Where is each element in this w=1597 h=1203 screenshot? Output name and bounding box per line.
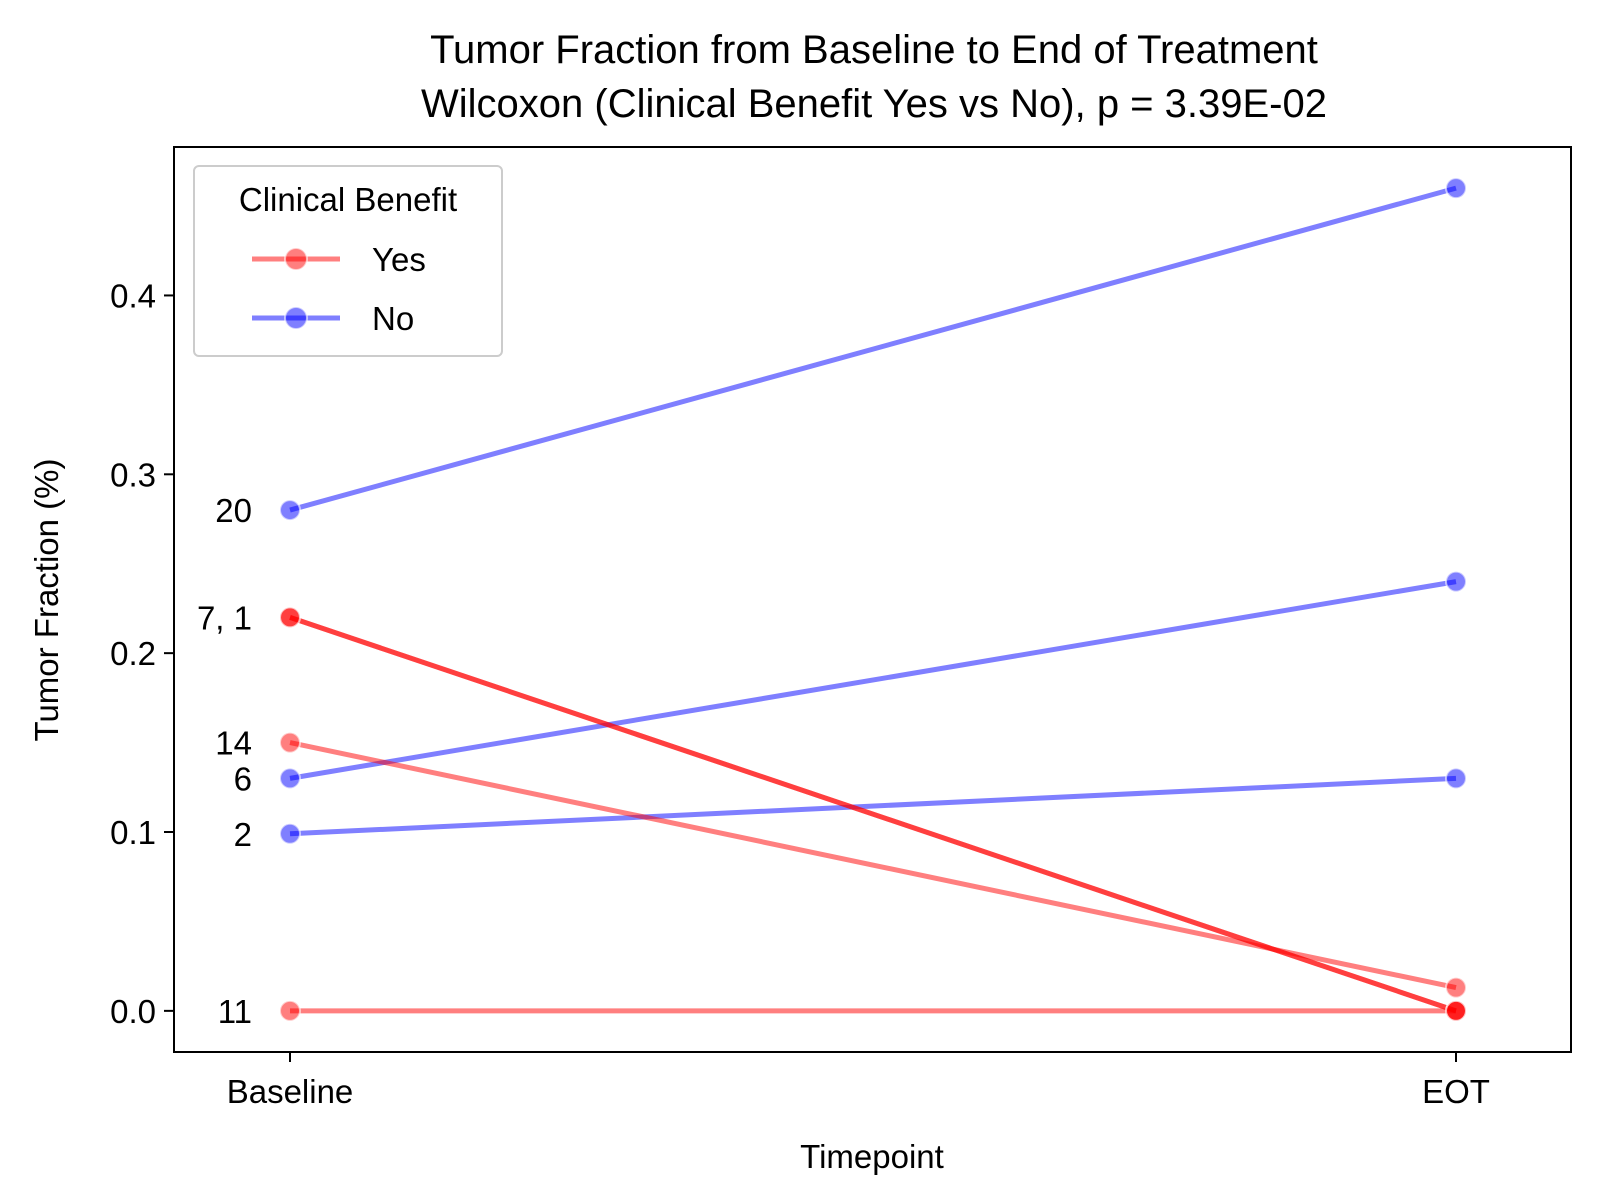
legend-yes-marker	[284, 247, 308, 271]
x-tick-label: EOT	[1422, 1073, 1490, 1110]
legend-box	[193, 165, 503, 357]
series-yes-5	[279, 731, 1467, 999]
data-point	[1445, 976, 1467, 999]
y-tick-label: 0.0	[110, 993, 156, 1030]
patient-label: 11	[218, 993, 252, 1030]
series-line	[289, 185, 1457, 513]
data-point	[279, 499, 301, 522]
legend-title: Clinical Benefit	[239, 181, 457, 218]
data-point	[279, 822, 301, 845]
y-axis: 0.0 0.1 0.2 0.3 0.4	[110, 277, 174, 1030]
data-point	[279, 999, 301, 1022]
series-line	[289, 579, 1457, 781]
data-point	[279, 606, 301, 629]
patient-label: 14	[215, 725, 252, 762]
data-point	[1445, 177, 1467, 200]
legend-no-label: No	[372, 300, 414, 337]
data-point	[1445, 999, 1467, 1022]
chart-subtitle: Wilcoxon (Clinical Benefit Yes vs No), p…	[421, 82, 1327, 126]
x-tick-label: Baseline	[227, 1073, 354, 1110]
series-yes-6	[279, 999, 1467, 1022]
y-tick-label: 0.1	[110, 814, 156, 851]
patient-label: 6	[234, 760, 252, 797]
y-tick-label: 0.4	[110, 277, 156, 314]
series-layer	[279, 177, 1467, 1022]
legend-no-marker	[284, 306, 308, 330]
series-line	[289, 740, 1457, 991]
annotation-layer: 20 7, 1 146 2 11	[197, 492, 252, 1030]
plot-frame	[173, 146, 1572, 1053]
data-point	[1445, 570, 1467, 593]
patient-label: 2	[234, 816, 252, 853]
x-axis-label: Timepoint	[800, 1138, 944, 1175]
data-point	[279, 731, 301, 754]
y-tick-label: 0.2	[110, 635, 156, 672]
patient-label: 7, 1	[197, 599, 252, 636]
legend: Clinical Benefit Yes No	[193, 165, 503, 357]
y-axis-label: Tumor Fraction (%)	[28, 459, 65, 742]
series-line	[289, 775, 1457, 837]
series-yes-4	[279, 606, 1467, 1022]
series-no-1	[279, 570, 1467, 790]
series-no-2	[279, 767, 1467, 845]
legend-yes-label: Yes	[372, 241, 426, 278]
chart-title: Tumor Fraction from Baseline to End of T…	[430, 28, 1318, 72]
data-point	[279, 767, 301, 790]
patient-label: 20	[215, 492, 252, 529]
x-axis: Baseline EOT	[227, 1052, 1490, 1110]
y-tick-label: 0.3	[110, 456, 156, 493]
series-no-0	[279, 177, 1467, 522]
data-point	[1445, 767, 1467, 790]
